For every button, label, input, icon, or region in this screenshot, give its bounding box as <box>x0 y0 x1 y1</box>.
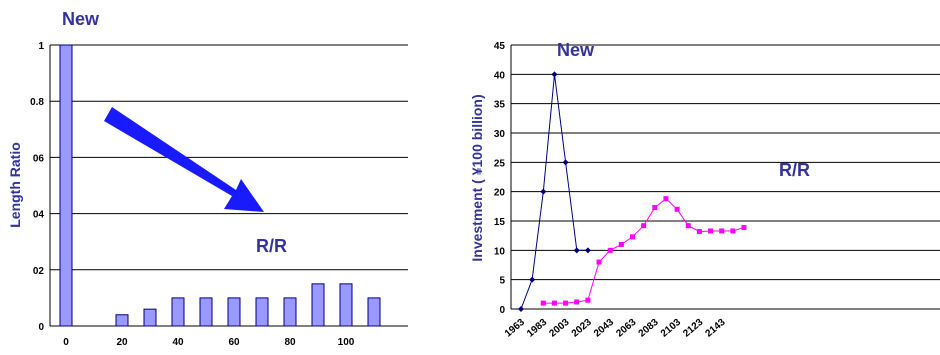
bar <box>255 297 269 327</box>
y-tick-label: 06 <box>33 153 45 164</box>
y-tick-label: 0.8 <box>30 97 44 108</box>
rr-point <box>630 234 635 240</box>
x-tick-label: 1963 <box>503 317 527 340</box>
rr-point <box>708 228 714 234</box>
y-tick-label: 5 <box>499 276 505 287</box>
rr-point <box>551 300 557 306</box>
rr-point <box>741 224 747 230</box>
y-axis-label: Length Ratio <box>7 142 23 228</box>
rr-point <box>663 196 669 202</box>
x-tick-label: 20 <box>116 337 128 348</box>
grid-lines <box>511 44 940 281</box>
bars <box>59 44 381 327</box>
x-tick-label: 1983 <box>525 317 549 340</box>
x-tick-label: 2003 <box>547 317 571 340</box>
rr-point <box>596 259 602 265</box>
y-tick-label: 0 <box>499 305 505 316</box>
x-tick-label: 2063 <box>614 317 638 340</box>
y-tick-label: 35 <box>494 100 506 111</box>
y-tick-label: 30 <box>494 129 506 140</box>
bar <box>143 308 157 327</box>
y-tick-labels: 0 02 04 06 0.8 1 <box>30 41 44 333</box>
y-tick-label: 45 <box>494 41 506 52</box>
rr-series-line <box>543 198 745 304</box>
bar <box>199 297 213 327</box>
new-point <box>584 247 591 254</box>
new-point <box>562 159 569 166</box>
rr-point <box>563 300 569 306</box>
rr-point <box>607 247 613 253</box>
y-axis-label: Investment ( ¥100 billion) <box>469 94 485 261</box>
bar <box>59 44 73 327</box>
rr-point <box>641 223 647 229</box>
x-tick-label: 100 <box>338 337 355 348</box>
new-point <box>573 247 580 254</box>
rr-point <box>696 229 702 235</box>
rr-point <box>685 223 691 229</box>
bar <box>367 297 381 327</box>
x-tick-labels: 0 20 40 60 80 100 <box>63 337 355 348</box>
bar <box>227 297 241 327</box>
y-tick-label: 0 <box>38 322 44 333</box>
bar <box>339 283 353 327</box>
series-lines <box>518 71 747 312</box>
y-tick-label: 1 <box>38 41 44 52</box>
bar <box>283 297 297 327</box>
x-tick-label: 2023 <box>570 317 594 340</box>
x-tick-label: 2143 <box>704 317 728 340</box>
new-point <box>529 276 536 283</box>
x-tick-label: 2043 <box>592 317 616 340</box>
rr-annotation: R/R <box>256 236 287 256</box>
rr-point <box>618 241 624 247</box>
y-tick-label: 20 <box>494 188 506 199</box>
y-tick-label: 04 <box>33 210 45 221</box>
rr-annotation: R/R <box>779 160 810 180</box>
new-point <box>551 71 558 78</box>
new-point <box>518 306 524 312</box>
grid-lines <box>50 44 408 271</box>
rr-point <box>719 228 725 234</box>
rr-point <box>585 297 591 303</box>
x-tick-label: 2123 <box>681 317 705 340</box>
bar <box>115 314 129 327</box>
x-tick-label: 2083 <box>637 317 661 340</box>
x-tick-label: 2103 <box>659 317 683 340</box>
x-tick-label: 0 <box>63 337 69 348</box>
rr-point <box>674 206 680 212</box>
x-tick-label: 40 <box>172 337 184 348</box>
y-tick-label: 25 <box>494 158 506 169</box>
bar <box>171 297 185 327</box>
x-tick-label: 60 <box>228 337 240 348</box>
x-tick-label: 80 <box>284 337 296 348</box>
bar <box>311 283 325 327</box>
rr-point <box>730 228 736 234</box>
y-tick-label: 15 <box>494 217 506 228</box>
y-tick-labels: 0 5 10 15 20 25 30 35 40 45 <box>494 41 506 316</box>
rr-point <box>652 205 658 211</box>
new-annotation: New <box>557 40 595 60</box>
y-tick-label: 40 <box>494 70 506 81</box>
length-ratio-chart: 0 02 04 06 0.8 1 0 20 40 60 80 100 Length Ratio Ne… <box>7 9 408 348</box>
rr-point <box>574 299 580 305</box>
y-tick-label: 10 <box>494 246 506 257</box>
new-annotation: New <box>62 9 100 29</box>
rr-point <box>540 300 546 306</box>
new-point <box>540 188 547 195</box>
downward-trend-arrow <box>104 107 264 212</box>
y-tick-label: 02 <box>33 266 45 277</box>
